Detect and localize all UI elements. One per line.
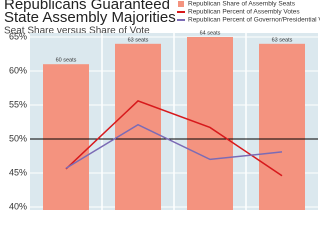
seat-label: 64 seats [200,30,221,36]
y-tick-label: 50% [9,133,27,143]
y-tick-label: 65% [9,31,27,41]
y-tick-label: 60% [9,65,27,75]
bar [187,37,233,210]
series-line [65,123,283,169]
chart-subtitle: Seat Share versus Share of Vote [4,26,150,37]
chart: Republicans Guaranteed State Assembly Ma… [4,0,320,211]
bar [43,64,89,210]
legend-label: Republican Percent of Governor/President… [188,17,320,24]
legend-label: Republican Percent of Assembly Votes [188,9,300,16]
bar [259,43,305,210]
chart-title-line-2: State Assembly Majorities [4,9,176,26]
bar [115,43,161,210]
y-tick-label: 55% [9,99,27,109]
legend-swatch [178,1,184,7]
seat-label: 63 seats [272,37,293,43]
y-tick-label: 40% [9,201,27,211]
series-line [65,100,283,177]
legend-label: Republican Share of Assembly Seats [188,1,296,8]
chart-title-line-1: Republicans Guaranteed [4,0,170,13]
seat-label: 63 seats [128,37,149,43]
seat-label: 60 seats [56,58,77,64]
y-tick-label: 45% [9,167,27,177]
